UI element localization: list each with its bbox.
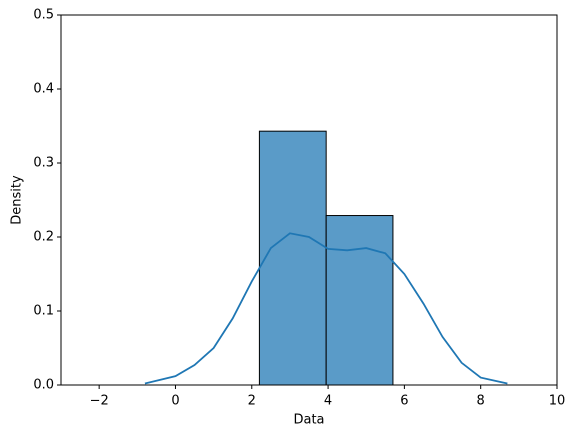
y-tick-label: 0.4 [33, 82, 54, 97]
x-tick-label: 4 [324, 394, 332, 409]
x-tick-label: −2 [90, 394, 109, 409]
y-tick-label: 0.3 [33, 156, 54, 171]
y-tick-label: 0.0 [33, 378, 54, 393]
y-tick-label: 0.2 [33, 230, 54, 245]
x-tick-label: 8 [477, 394, 485, 409]
histogram-bar [325, 215, 394, 386]
y-tick-label: 0.5 [33, 8, 54, 23]
y-axis-label: Density [10, 175, 25, 225]
x-axis-label: Data [293, 413, 324, 428]
x-tick-label: 0 [171, 394, 179, 409]
x-tick-label: 10 [549, 394, 566, 409]
histogram-bar [258, 130, 327, 386]
axes-frame [60, 14, 558, 386]
kde-line [144, 232, 508, 385]
x-tick-label: 2 [248, 394, 256, 409]
x-tick-label: 6 [400, 394, 408, 409]
y-tick-label: 0.1 [33, 304, 54, 319]
